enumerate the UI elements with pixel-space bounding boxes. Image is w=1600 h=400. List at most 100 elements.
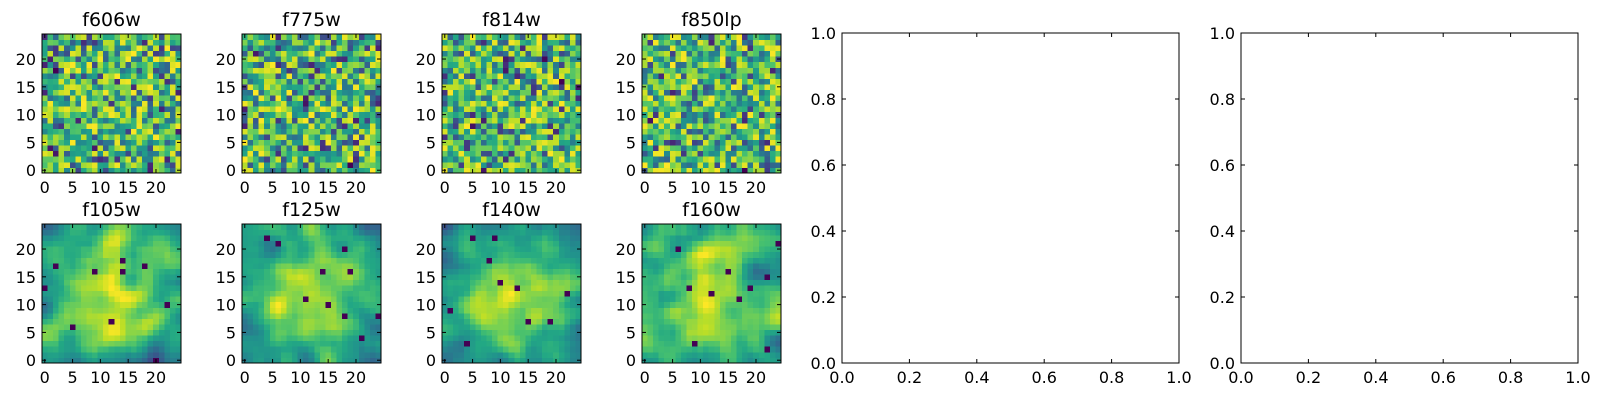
heatmap-cell [253,50,260,57]
heatmap-cell [647,285,654,292]
heatmap-cell [669,117,676,124]
heatmap-cell [136,56,143,63]
heatmap-cell [242,128,248,135]
heatmap-cell [269,56,276,63]
heatmap-cell [69,122,76,129]
heatmap-cell [692,122,698,129]
heatmap-cell [108,145,115,152]
heatmap-cell [475,117,482,124]
heatmap-cell [675,139,682,146]
heatmap-cell [458,95,465,102]
heatmap-cell [353,318,360,325]
heatmap-cell [719,89,726,96]
heatmap-cell [664,324,671,331]
heatmap-cell [169,290,176,297]
heatmap-cell [342,72,349,79]
heatmap-cell [369,67,376,74]
heatmap-cell [80,156,87,163]
heatmap-cell [769,106,776,113]
heatmap-cell [142,257,149,264]
heatmap-cell [475,307,482,314]
heatmap-cell [336,39,343,46]
heatmap-cell [775,134,782,141]
heatmap-cell [547,106,554,113]
heatmap-cell [508,100,515,107]
heatmap-cell [353,296,360,303]
heatmap-cell [119,262,126,269]
y-tick-label: 15 [216,268,236,287]
heatmap-cell [669,78,676,85]
heatmap-cell [453,89,460,96]
heatmap-cell [530,139,537,146]
heatmap-cell [336,274,343,280]
heatmap-cell [42,128,48,135]
heatmap-cell [480,351,487,358]
heatmap-cell [175,134,182,141]
heatmap-cell [575,161,582,168]
heatmap-cell [519,117,526,124]
heatmap-cell [375,279,382,286]
heatmap-cell [125,161,132,168]
heatmap-cell [453,290,460,297]
heatmap-cell [453,100,460,107]
heatmap-cell [497,72,504,79]
heatmap-cell [97,61,104,68]
heatmap-cell [486,268,493,275]
heatmap-cell [314,329,321,336]
heatmap-cell [325,72,332,79]
heatmap-cell [153,122,160,129]
heatmap-cell [530,357,537,364]
heatmap-cell [153,45,160,52]
heatmap-cell [347,285,354,292]
heatmap-cell [103,128,110,135]
heatmap-cell [514,318,521,325]
heatmap-cell [92,150,98,157]
heatmap-cell [92,324,98,331]
heatmap-cell [553,67,560,74]
heatmap-cell [292,89,298,96]
heatmap-cell [130,34,137,40]
heatmap-cell [269,84,276,90]
heatmap-cell [86,285,93,292]
heatmap-cell [364,324,371,331]
heatmap-cell [675,50,682,57]
heatmap-cell [475,268,482,275]
heatmap-cell [564,340,571,347]
heatmap-cell [169,89,176,96]
heatmap-cell [297,312,304,319]
heatmap-cell [569,290,576,297]
heatmap-cell [714,50,721,57]
heatmap-cell [703,296,710,303]
heatmap-cell [69,307,76,314]
heatmap-cell [64,161,71,168]
heatmap-cell [119,67,126,74]
heatmap-cell [92,329,98,336]
heatmap-cell [669,324,676,331]
heatmap-cell [564,139,571,146]
heatmap-cell [697,324,704,331]
heatmap-cell [547,100,554,107]
heatmap-cell [42,89,48,96]
heatmap-cell [108,229,115,236]
heatmap-cell [686,307,693,314]
heatmap-cell [453,167,460,174]
heatmap-cell [147,285,154,292]
heatmap-cell [508,61,515,68]
heatmap-cell [353,262,360,269]
heatmap-cell [303,67,310,74]
heatmap-cell [258,72,265,79]
heatmap-cell [58,307,65,314]
heatmap-cell [336,324,343,331]
heatmap-cell [86,279,93,286]
heatmap-cell [747,139,754,146]
heatmap-cell [742,156,749,163]
heatmap-cell [342,324,349,331]
heatmap-cell [303,56,310,63]
heatmap-cell [142,329,149,336]
heatmap-cell [280,34,287,40]
heatmap-cell [675,134,682,141]
heatmap-cell [480,279,487,286]
heatmap-cell [469,246,476,253]
heatmap-cell [53,139,60,146]
heatmap-cell [336,117,343,124]
